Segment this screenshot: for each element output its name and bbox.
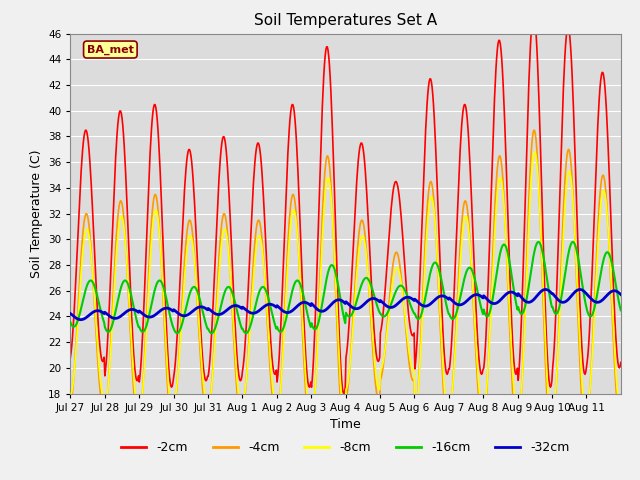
Text: BA_met: BA_met bbox=[87, 44, 134, 55]
Y-axis label: Soil Temperature (C): Soil Temperature (C) bbox=[29, 149, 43, 278]
Legend: -2cm, -4cm, -8cm, -16cm, -32cm: -2cm, -4cm, -8cm, -16cm, -32cm bbox=[116, 436, 575, 459]
Title: Soil Temperatures Set A: Soil Temperatures Set A bbox=[254, 13, 437, 28]
X-axis label: Time: Time bbox=[330, 418, 361, 431]
